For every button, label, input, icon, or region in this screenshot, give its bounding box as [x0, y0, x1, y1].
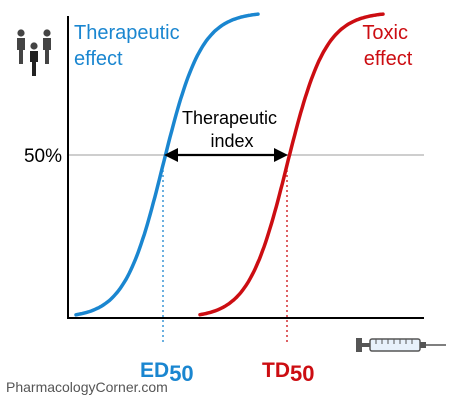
watermark: PharmacologyCorner.com	[6, 379, 168, 395]
td50-main: TD	[262, 359, 290, 382]
therapeutic-index-arrow	[164, 148, 288, 162]
therapeutic-index-label: Therapeutic index	[182, 108, 282, 151]
toxic-effect-label: Toxic effect	[362, 22, 413, 70]
ed50-label: ED50	[140, 359, 194, 386]
toxic-effect-curve	[198, 12, 385, 317]
td50-label: TD50	[262, 359, 314, 386]
therapeutic-index-label-line1: Therapeutic	[182, 108, 277, 128]
ed50-subscript: 50	[169, 361, 193, 386]
therapeutic-effect-label-line1: Therapeutic	[74, 22, 180, 44]
ed50-main: ED	[140, 359, 169, 382]
toxic-effect-label-line1: Toxic	[362, 22, 408, 44]
therapeutic-index-label-line2: index	[210, 131, 253, 151]
fifty-percent-label: 50%	[24, 146, 62, 167]
toxic-effect-label-line2: effect	[364, 48, 413, 70]
therapeutic-effect-curve	[74, 12, 260, 317]
td50-subscript: 50	[290, 361, 314, 386]
syringe-icon	[356, 338, 446, 352]
therapeutic-effect-label-line2: effect	[74, 48, 123, 70]
therapeutic-effect-label: Therapeutic effect	[74, 22, 185, 70]
people-group-icon	[17, 29, 51, 76]
